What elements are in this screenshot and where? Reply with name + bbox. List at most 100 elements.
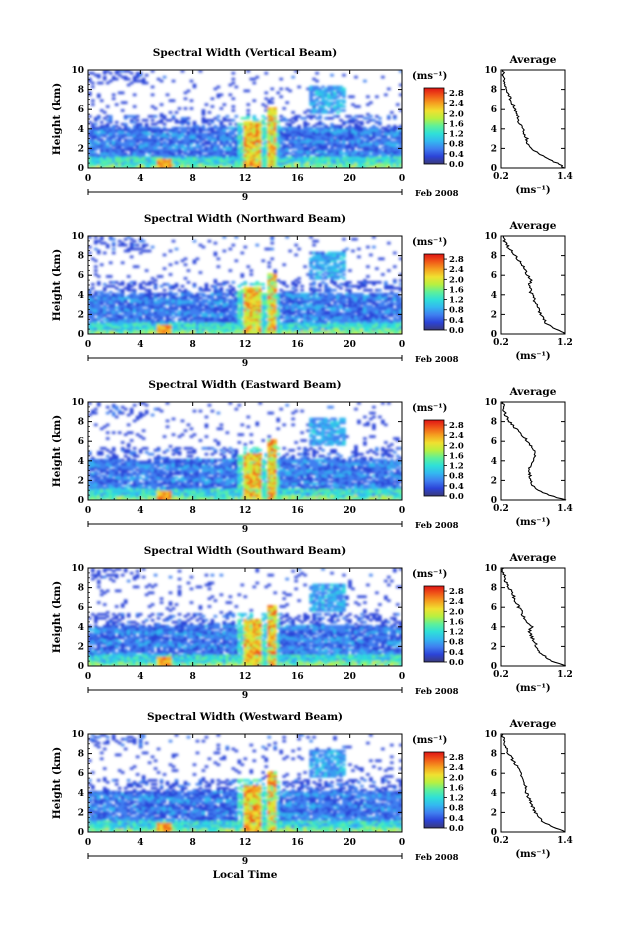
heatmap-cells	[88, 734, 402, 832]
colorbar-tick-label: 2.8	[449, 753, 464, 763]
profile-y-tick-label: 0	[491, 496, 497, 506]
profile-y-tick-label: 8	[491, 252, 497, 262]
x-tick-label: 20	[343, 838, 356, 848]
panel-title: Spectral Width (Eastward Beam)	[148, 379, 341, 391]
x-tick-label: 0	[399, 174, 405, 184]
profile-frame	[500, 733, 566, 833]
x-tick-label: 0	[85, 838, 91, 848]
panel-title: Spectral Width (Westward Beam)	[147, 711, 343, 723]
colorbar-tick-label: 2.4	[449, 763, 464, 773]
colorbar-tick-label: 2.8	[449, 587, 464, 597]
x-tick-label: 0	[85, 174, 91, 184]
x-tick-label: 12	[239, 506, 252, 516]
profile-y-tick-label: 6	[491, 437, 497, 447]
colorbar-tick-label: 0.0	[449, 492, 464, 502]
profile-x-tick-label: 1.2	[557, 338, 573, 348]
x-tick-label: 12	[239, 838, 252, 848]
y-tick-label: 10	[71, 730, 84, 740]
profile-frame	[500, 235, 566, 335]
y-tick-label: 2	[78, 642, 84, 652]
profile-line	[501, 567, 567, 667]
profile-y-tick-label: 8	[491, 86, 497, 96]
colorbar	[423, 87, 445, 165]
heatmap-cells	[88, 568, 402, 666]
y-tick-label: 8	[78, 86, 84, 96]
y-tick-label: 4	[78, 291, 84, 301]
x-tick-label: 20	[343, 672, 356, 682]
profile-x-tick-label: 1.4	[557, 504, 573, 514]
profile-line	[501, 401, 567, 501]
colorbar-tick-label: 2.4	[449, 265, 464, 275]
colorbar-tick-label: 2.8	[449, 421, 464, 431]
colorbar-tick-label: 0.4	[449, 814, 464, 824]
profile-y-tick-label: 6	[491, 271, 497, 281]
colorbar-tick-label: 1.2	[449, 462, 464, 472]
x-tick-label: 0	[85, 672, 91, 682]
y-tick-label: 0	[78, 164, 84, 174]
colorbar	[423, 751, 445, 829]
profile-y-tick-label: 4	[491, 291, 497, 301]
y-tick-label: 0	[78, 828, 84, 838]
colorbar-tick-label: 0.4	[449, 648, 464, 658]
colorbar-tick-label: 0.0	[449, 326, 464, 336]
profile-y-tick-label: 2	[491, 144, 497, 154]
x-tick-label: 8	[190, 506, 196, 516]
x-tick-label: 16	[291, 672, 304, 682]
colorbar-tick-label: 0.0	[449, 160, 464, 170]
x-tick-label: 8	[190, 672, 196, 682]
colorbar-tick-label: 1.6	[449, 119, 464, 129]
y-tick-label: 2	[78, 476, 84, 486]
colorbar-tick-label: 1.6	[449, 451, 464, 461]
profile-y-tick-label: 10	[484, 564, 497, 574]
panel-2: Spectral Width (Northward Beam) 0 2 4 6 8 10 He…	[51, 213, 573, 369]
colorbar-tick-label: 1.2	[449, 296, 464, 306]
colorbar-tick-label: 0.0	[449, 824, 464, 834]
heatmap-cells	[88, 236, 402, 334]
x-tick-label: 0	[85, 340, 91, 350]
month-label: Feb 2008	[415, 521, 459, 531]
panel-title: Spectral Width (Vertical Beam)	[153, 47, 337, 59]
y-tick-label: 6	[78, 271, 84, 281]
y-tick-label: 10	[71, 398, 84, 408]
profile-x-tick-label: 0.2	[493, 504, 509, 514]
colorbar-unit: (ms⁻¹)	[412, 71, 447, 82]
panel-title: Spectral Width (Northward Beam)	[144, 213, 346, 225]
profile-line	[501, 733, 566, 833]
y-tick-label: 6	[78, 603, 84, 613]
x-tick-label: 4	[137, 340, 143, 350]
y-tick-label: 8	[78, 584, 84, 594]
colorbar	[423, 585, 445, 663]
profile-y-tick-label: 10	[484, 232, 497, 242]
panel-4: Spectral Width (Southward Beam) 0 2 4 6 8 10 He…	[51, 545, 573, 701]
colorbar-tick-label: 1.2	[449, 794, 464, 804]
y-tick-label: 6	[78, 769, 84, 779]
panel-1: Spectral Width (Vertical Beam) 0 2 4 6 8 10 Hei…	[51, 47, 573, 203]
profile-frame	[500, 69, 566, 169]
y-tick-label: 8	[78, 750, 84, 760]
profile-y-tick-label: 0	[491, 330, 497, 340]
y-tick-label: 0	[78, 330, 84, 340]
profile-y-tick-label: 6	[491, 603, 497, 613]
colorbar-tick-label: 2.0	[449, 773, 464, 783]
x-tick-label: 8	[190, 174, 196, 184]
profile-x-tick-label: 0.2	[493, 670, 509, 680]
profile-x-axis-title: (ms⁻¹)	[515, 849, 550, 860]
panel-5: Spectral Width (Westward Beam) 0 2 4 6 8 10 Hei…	[51, 711, 573, 867]
average-profile: Average 0 2 4 6 8 10 0.2 1.2 (ms⁻¹)	[484, 552, 572, 694]
x-tick-label: 12	[239, 174, 252, 184]
y-tick-label: 6	[78, 105, 84, 115]
profile-y-tick-label: 10	[484, 730, 497, 740]
profile-frame	[500, 401, 566, 501]
profile-title: Average	[509, 718, 557, 730]
x-tick-label: 0	[399, 672, 405, 682]
profile-line	[502, 235, 565, 335]
y-tick-label: 2	[78, 310, 84, 320]
month-label: Feb 2008	[415, 853, 459, 863]
colorbar-tick-label: 1.6	[449, 285, 464, 295]
average-profile: Average 0 2 4 6 8 10 0.2 1.4 (ms⁻¹)	[484, 386, 572, 528]
colorbar-tick-label: 1.2	[449, 130, 464, 140]
profile-y-tick-label: 8	[491, 418, 497, 428]
profile-y-tick-label: 8	[491, 750, 497, 760]
profile-title: Average	[509, 54, 557, 66]
